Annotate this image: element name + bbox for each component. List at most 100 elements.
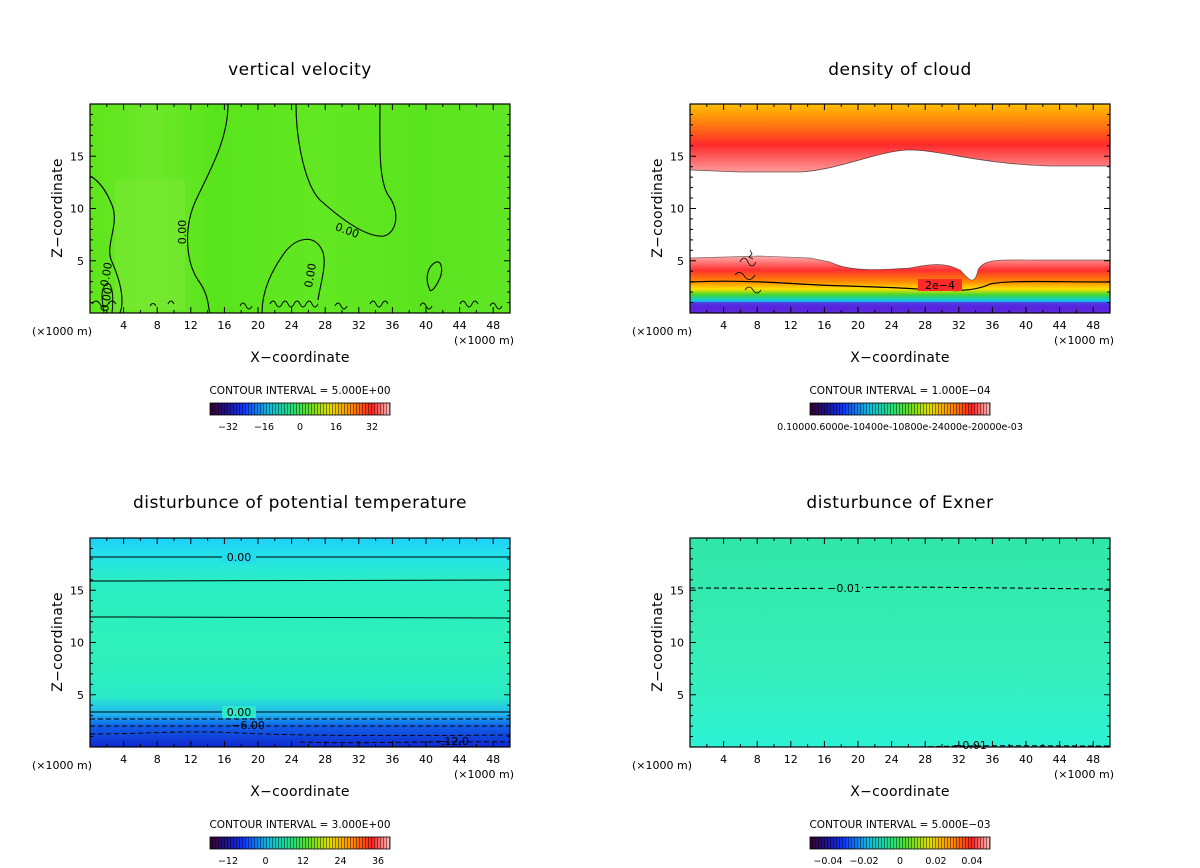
colorbar-divisions bbox=[210, 403, 390, 415]
x-unit-left: (×1000 m) bbox=[632, 325, 692, 338]
y-tick-label: 5 bbox=[677, 255, 684, 268]
contour-line bbox=[295, 104, 397, 237]
x-tick-label: 16 bbox=[817, 319, 831, 332]
x-tick-label: 44 bbox=[453, 319, 467, 332]
x-tick-label: 44 bbox=[453, 753, 467, 766]
contour-ripples bbox=[734, 249, 762, 294]
contour-interval: CONTOUR INTERVAL = 3.000E+00 bbox=[209, 819, 390, 831]
contour-label: −0.01 bbox=[953, 739, 987, 752]
contour-label-bg bbox=[826, 582, 862, 594]
contour-line bbox=[426, 261, 443, 292]
contour-line bbox=[90, 175, 123, 313]
colorbar-divisions bbox=[210, 837, 390, 849]
colorbar-ticks: −32 −16 0 16 32 bbox=[218, 422, 378, 433]
colorbar-tick-label: 16 bbox=[330, 422, 342, 433]
x-tick-label: 32 bbox=[352, 319, 366, 332]
x-tick-label: 36 bbox=[385, 753, 399, 766]
x-tick-label: 40 bbox=[419, 753, 433, 766]
y-tick-label: 15 bbox=[670, 584, 684, 597]
panel-exner: disturbunce of Exner −0.01 −0.01 4 8 12 16 2… bbox=[632, 493, 1114, 867]
x-axis-label: X−coordinate bbox=[850, 350, 950, 366]
x-tick-label: 32 bbox=[952, 319, 966, 332]
x-tick-label: 12 bbox=[784, 319, 798, 332]
colorbar-tick-label: 12 bbox=[297, 856, 309, 867]
y-tick-label: 10 bbox=[70, 203, 84, 216]
contour-label: 0.00 bbox=[176, 220, 189, 245]
colorbar-tick-label: 0 bbox=[297, 422, 303, 433]
colorbar-divisions bbox=[810, 837, 990, 849]
colorbar-tick-labels: 0.10000.6000e-10400e-10800e-24000e-20000… bbox=[777, 422, 1023, 433]
chart-title: vertical velocity bbox=[228, 60, 372, 80]
x-axis-label: X−coordinate bbox=[250, 784, 350, 800]
plot-field bbox=[690, 104, 1110, 313]
contour-label: −12.0 bbox=[435, 735, 469, 748]
colorbar-frame bbox=[809, 402, 991, 416]
x-tick-label: 8 bbox=[754, 319, 761, 332]
chart-title: disturbunce of potential temperature bbox=[133, 493, 467, 513]
colorbar-ticks: −0.04 −0.02 0 0.02 0.04 bbox=[813, 856, 982, 867]
x-axis-label: X−coordinate bbox=[850, 784, 950, 800]
contour-line bbox=[90, 579, 510, 582]
contour-label-bg bbox=[222, 706, 256, 718]
contour-label-bg bbox=[222, 551, 256, 563]
contour-label: 0.00 bbox=[98, 261, 115, 287]
plot-field bbox=[690, 538, 1110, 747]
x-tick-label: 40 bbox=[1019, 319, 1033, 332]
x-unit-left: (×1000 m) bbox=[32, 325, 92, 338]
y-tick-label: 15 bbox=[70, 150, 84, 163]
x-tick-label: 24 bbox=[285, 753, 299, 766]
colorbar-tick-label: 36 bbox=[372, 856, 384, 867]
colorbar-tick-label: −16 bbox=[254, 422, 274, 433]
contour-line bbox=[690, 280, 1110, 292]
x-tick-label: 48 bbox=[486, 319, 500, 332]
x-tick-label: 36 bbox=[985, 753, 999, 766]
y-tick-label: 5 bbox=[677, 689, 684, 702]
contour-label: −0.01 bbox=[827, 582, 861, 595]
colorbar-frame bbox=[809, 836, 991, 850]
x-tick-label: 44 bbox=[1053, 753, 1067, 766]
y-tick-label: 10 bbox=[670, 203, 684, 216]
y-axis-label: Z−coordinate bbox=[650, 592, 666, 692]
x-tick-label: 24 bbox=[885, 753, 899, 766]
x-tick-label: 20 bbox=[251, 319, 265, 332]
x-axis-label: X−coordinate bbox=[250, 350, 350, 366]
x-tick-label: 24 bbox=[285, 319, 299, 332]
colorbar-tick-label: −0.04 bbox=[813, 856, 842, 867]
contour-line-dashed bbox=[919, 745, 1110, 747]
y-tick-label: 10 bbox=[70, 637, 84, 650]
x-tick-label: 28 bbox=[318, 753, 332, 766]
x-tick-label: 20 bbox=[851, 319, 865, 332]
x-tick-label: 8 bbox=[754, 753, 761, 766]
colorbar-ticks: −12 0 12 24 36 bbox=[218, 856, 384, 867]
x-tick-label: 12 bbox=[784, 753, 798, 766]
contour-label-bg bbox=[918, 279, 962, 291]
y-tick-label: 5 bbox=[77, 255, 84, 268]
x-tick-label: 12 bbox=[184, 753, 198, 766]
x-tick-label: 48 bbox=[1086, 319, 1100, 332]
x-tick-label: 44 bbox=[1053, 319, 1067, 332]
x-tick-label: 12 bbox=[184, 319, 198, 332]
x-tick-label: 20 bbox=[251, 753, 265, 766]
x-unit-right: (×1000 m) bbox=[1054, 768, 1114, 781]
contour-label: 0.00 bbox=[302, 262, 319, 288]
x-tick-label: 4 bbox=[120, 319, 127, 332]
x-tick-label: 16 bbox=[817, 753, 831, 766]
contour-line bbox=[261, 238, 325, 313]
contour-interval: CONTOUR INTERVAL = 1.000E−04 bbox=[809, 385, 990, 397]
x-tick-label: 28 bbox=[318, 319, 332, 332]
upper-cloud-layer bbox=[690, 104, 1110, 172]
x-tick-label: 36 bbox=[985, 319, 999, 332]
chart-title: density of cloud bbox=[828, 60, 972, 80]
contour-line bbox=[187, 104, 229, 313]
x-tick-label: 8 bbox=[154, 753, 161, 766]
cloud-edge bbox=[690, 104, 1110, 173]
colorbar-frame bbox=[209, 836, 391, 850]
heatmap-field bbox=[90, 538, 510, 747]
colorbar-tick-label: 0 bbox=[262, 856, 268, 867]
x-tick-label: 32 bbox=[352, 753, 366, 766]
x-unit-right: (×1000 m) bbox=[454, 768, 514, 781]
